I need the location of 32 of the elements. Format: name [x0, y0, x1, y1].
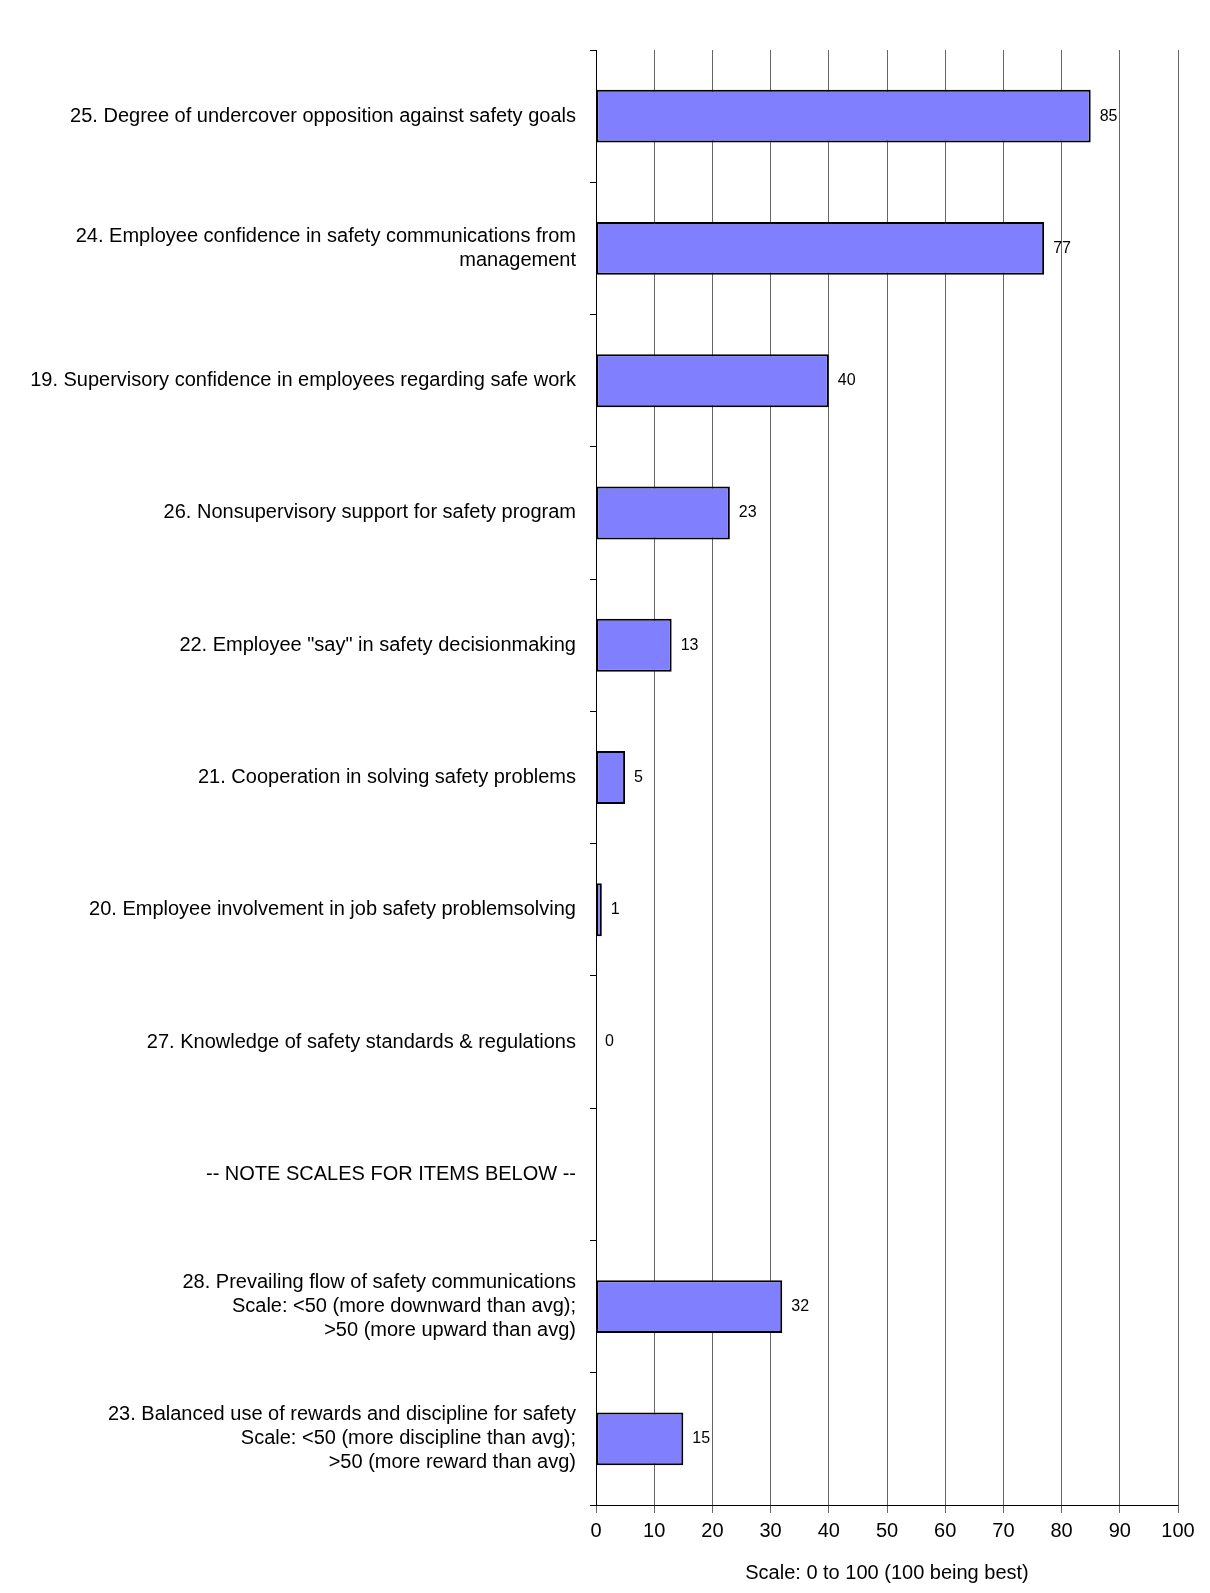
x-tick-label: 0 [590, 1518, 602, 1541]
data-label: 23 [738, 503, 757, 521]
x-tick-label: 100 [1161, 1518, 1195, 1541]
data-label: 13 [680, 635, 699, 653]
y-tick-label: 24. Employee confidence in safety communications from management [75, 223, 577, 270]
y-tick-label: 27. Knowledge of safety standards & regulations [146, 1029, 576, 1052]
x-tick-label: 70 [992, 1518, 1015, 1541]
x-tick-label: 20 [701, 1518, 724, 1541]
x-tick-label: 40 [817, 1518, 840, 1541]
x-tick-label: 50 [875, 1518, 899, 1541]
y-tick-label: 28. Prevailing flow of safety communications Scale: <50 (more downward than avg); >50 (more upward than avg) [182, 1270, 576, 1341]
y-tick-label: -- NOTE SCALES FOR ITEMS BELOW -- [205, 1161, 576, 1184]
y-tick-label: 26. Nonsupervisory support for safety program [163, 500, 576, 523]
x-tick-label: 60 [934, 1518, 957, 1541]
data-label: 1 [610, 900, 620, 918]
data-label: 85 [1099, 106, 1118, 124]
y-tick-label: 25. Degree of undercover opposition against safety goals [70, 103, 576, 126]
y-tick-label: 19. Supervisory confidence in employees regarding safe work [30, 368, 577, 391]
data-label: 5 [634, 767, 644, 785]
x-tick-label: 10 [643, 1518, 666, 1541]
y-tick-label: 22. Employee "say" in safety decisionmaking [179, 632, 576, 655]
data-label: 40 [837, 371, 856, 389]
x-tick-label: 80 [1050, 1518, 1073, 1541]
data-label: 32 [791, 1297, 810, 1314]
x-axis-title: Scale: 0 to 100 (100 being best) [745, 1560, 1029, 1583]
y-tick-label: 23. Balanced use of rewards and discipline for safety Scale: <50 (more discipline than avg); >50 (more reward than avg) [107, 1402, 576, 1473]
x-tick-label: 30 [759, 1518, 782, 1541]
x-tick-label: 90 [1108, 1518, 1131, 1541]
y-tick-label: 20. Employee involvement in job safety problemsolving [89, 897, 576, 920]
data-label: 15 [692, 1429, 711, 1447]
y-tick-label: 21. Cooperation in solving safety problems [198, 765, 576, 788]
data-label: 0 [605, 1032, 614, 1050]
